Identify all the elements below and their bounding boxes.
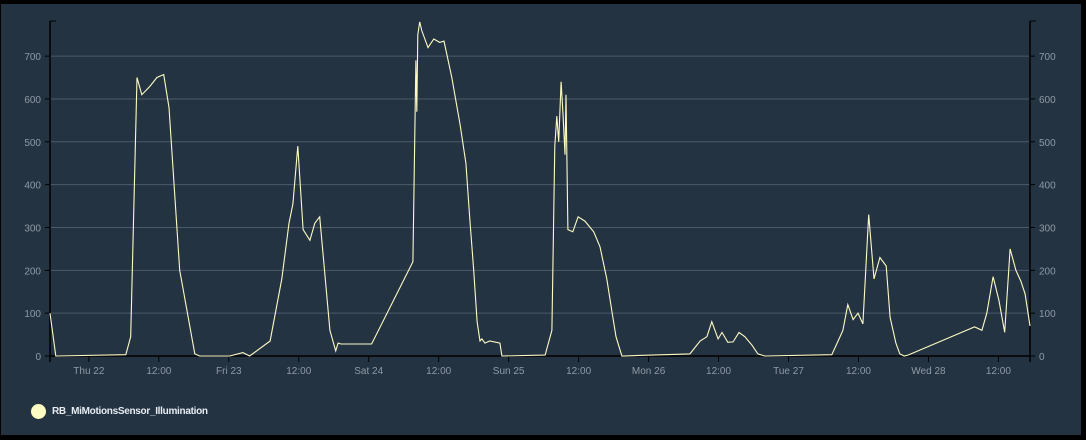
line-chart: 0 0 100 100 200 200 300 300 400 400 500 500 600 600 70… (24, 20, 1056, 377)
y-tick-label-left: 700 (24, 52, 41, 63)
x-tick-label: 12:00 (566, 366, 591, 377)
x-tick-label: Thu 22 (73, 366, 105, 377)
axes: 0 0 100 100 200 200 300 300 400 400 500 500 600 600 70… (24, 20, 1056, 377)
y-tick-label-right: 0 (1039, 352, 1045, 363)
x-tick-label: Tue 27 (773, 366, 804, 377)
y-tick-label-right: 500 (1039, 138, 1056, 149)
y-tick-label-left: 500 (24, 138, 41, 149)
x-tick-label: 12:00 (286, 366, 311, 377)
x-tick-label: 12:00 (706, 366, 731, 377)
y-tick-label-right: 100 (1039, 309, 1056, 320)
y-tick-label-left: 0 (35, 352, 41, 363)
x-tick-label: 12:00 (146, 366, 171, 377)
chart-panel: 0 0 100 100 200 200 300 300 400 400 500 500 600 600 70… (1, 4, 1081, 435)
y-tick-label-right: 600 (1039, 95, 1056, 106)
series-line-illumination (49, 21, 1031, 357)
x-tick-label: Sun 25 (493, 366, 525, 377)
x-tick-label: Fri 23 (216, 366, 242, 377)
y-tick-label-left: 400 (24, 181, 41, 192)
x-tick-label: Mon 26 (632, 366, 666, 377)
x-tick-label: 12:00 (426, 366, 451, 377)
y-tick-label-left: 100 (24, 309, 41, 320)
legend-label: RB_MiMotionsSensor_Illumination (52, 406, 208, 417)
gridlines (50, 55, 1030, 314)
x-tick-label: 12:00 (846, 366, 871, 377)
y-tick-label-right: 700 (1039, 52, 1056, 63)
x-tick-label: Wed 28 (911, 366, 946, 377)
legend-swatch-icon (31, 404, 46, 419)
legend[interactable]: RB_MiMotionsSensor_Illumination (31, 404, 208, 419)
y-tick-label-right: 400 (1039, 181, 1056, 192)
y-tick-label-left: 200 (24, 266, 41, 277)
x-tick-label: Sat 24 (354, 366, 383, 377)
y-tick-label-left: 300 (24, 223, 41, 234)
x-tick-label: 12:00 (986, 366, 1011, 377)
y-tick-label-right: 200 (1039, 266, 1056, 277)
y-tick-label-left: 600 (24, 95, 41, 106)
y-tick-label-right: 300 (1039, 223, 1056, 234)
